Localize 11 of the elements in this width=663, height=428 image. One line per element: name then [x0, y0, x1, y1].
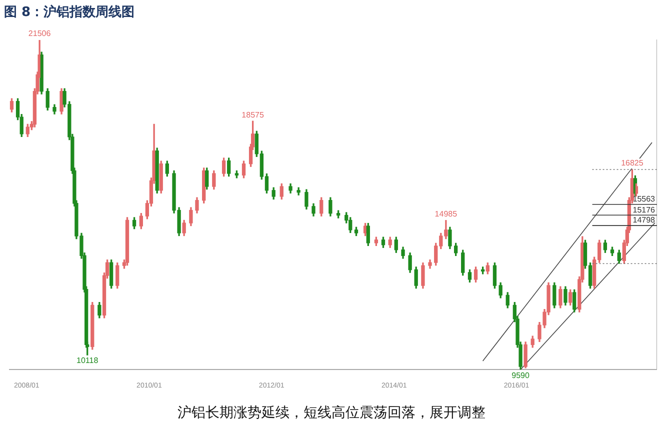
annotation: 16825: [621, 158, 644, 168]
annotation: 9590: [512, 370, 530, 380]
text: 沪铝长期涨势延续，短线高位震荡回落，展开调整: [176, 404, 486, 422]
annotation: 18575: [242, 110, 264, 120]
ref-line-label: 15176: [632, 205, 656, 214]
chart-title: 图 8：沪铝指数周线图: [4, 4, 135, 21]
annotation: 14985: [434, 210, 458, 219]
ref-line-label: 15563: [632, 194, 656, 204]
annotation: 21506: [28, 29, 52, 38]
ref-line-label: 14798: [632, 216, 656, 225]
annotation: 10118: [76, 356, 99, 366]
